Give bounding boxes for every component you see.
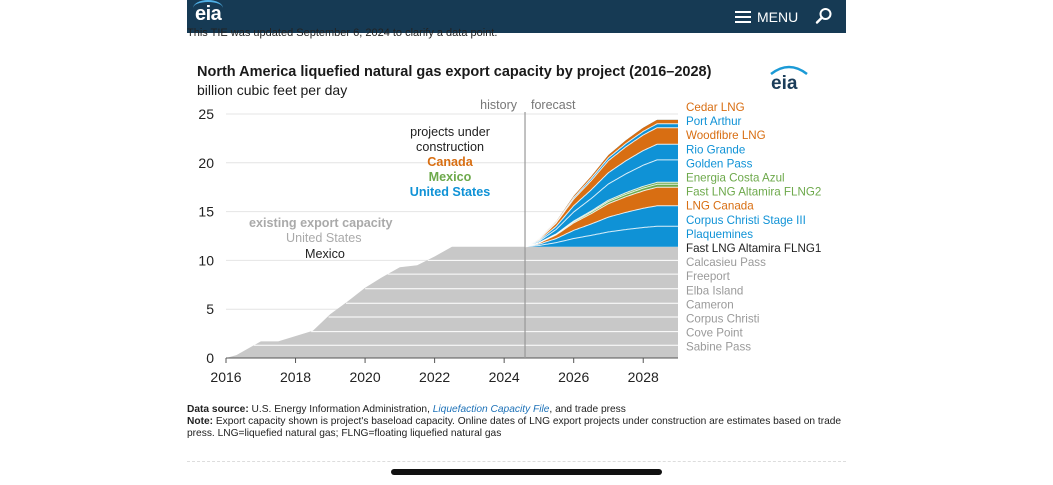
project-label-golden-pass: Golden Pass [686, 157, 753, 170]
project-label-rio-grande: Rio Grande [686, 143, 745, 156]
y-tick-label-20: 20 [198, 155, 214, 171]
project-label-sabine-pass: Sabine Pass [686, 341, 751, 354]
band-line-golden-pass [524, 159, 678, 248]
chart-units: billion cubic feet per day [197, 82, 348, 98]
band-woodfibre-lng [525, 127, 678, 247]
eia-logo-icon: eia [770, 65, 808, 94]
y-tick-label-10: 10 [198, 252, 214, 268]
band-line-corpus-christi-stage-iii [524, 205, 678, 248]
top-nav-bar: eia MENU [187, 0, 846, 33]
project-label-port-arthur: Port Arthur [686, 115, 742, 128]
eia-figure-logo: eia [768, 63, 810, 98]
project-label-fast-lng-altamira-flng2: Fast LNG Altamira FLNG2 [686, 186, 821, 199]
x-tick-label-2024: 2024 [489, 369, 520, 385]
forecast-label: forecast [531, 98, 576, 112]
construction-title-line2: construction [416, 140, 484, 154]
construction-canada-label: Canada [427, 155, 473, 169]
project-label-cameron: Cameron [686, 298, 734, 311]
existing-us-label: United States [286, 231, 362, 245]
x-tick-label-2022: 2022 [419, 369, 450, 385]
band-lng-canada [525, 187, 678, 247]
project-label-freeport: Freeport [686, 270, 731, 283]
existing-capacity-area [226, 246, 678, 358]
project-label-energia-costa-azul: Energia Costa Azul [686, 172, 785, 185]
chart-title: North America liquefied natural gas expo… [197, 64, 711, 80]
band-line-port-arthur [524, 123, 678, 248]
x-tick-label-2018: 2018 [280, 369, 311, 385]
axes: 0 5 10 15 20 25 2016 2018 2020 2022 2024 2026 2028 [198, 106, 678, 385]
update-note: This TIE was updated September 6, 2024 t… [187, 27, 498, 39]
project-label-elba-island: Elba Island [686, 284, 743, 297]
project-label-corpus-christi-stage-iii: Corpus Christi Stage III [686, 214, 806, 227]
search-icon[interactable] [815, 7, 833, 25]
data-source-line: Data source: U.S. Energy Information Adm… [187, 404, 626, 415]
band-line-plaquemines [524, 225, 678, 248]
menu-button[interactable]: MENU [735, 8, 798, 26]
liquefaction-capacity-link[interactable]: Liquefaction Capacity File [432, 404, 550, 415]
y-tick-label-0: 0 [206, 350, 214, 366]
project-label-cedar-lng: Cedar LNG [686, 101, 745, 114]
construction-mexico-label: Mexico [429, 170, 472, 184]
project-label-corpus-christi: Corpus Christi [686, 313, 759, 326]
project-label-cove-point: Cove Point [686, 327, 743, 340]
divider [187, 461, 846, 462]
existing-mexico-label: Mexico [305, 247, 345, 261]
existing-capacity-title: existing export capacity [249, 216, 392, 230]
menu-label: MENU [757, 9, 799, 25]
lng-capacity-chart: 0 5 10 15 20 25 2016 2018 2020 2022 2024 2026 2028 C… [198, 98, 821, 385]
project-label-calcasieu-pass: Calcasieu Pass [686, 256, 766, 269]
project-label-plaquemines: Plaquemines [686, 228, 753, 241]
project-label-woodfibre-lng: Woodfibre LNG [686, 129, 766, 142]
home-indicator[interactable] [391, 469, 662, 475]
y-tick-label-5: 5 [206, 301, 214, 317]
project-band-lines [253, 123, 678, 346]
construction-title-line1: projects under [410, 125, 490, 139]
x-tick-label-2028: 2028 [628, 369, 659, 385]
eia-logo[interactable]: eia [193, 0, 223, 26]
eia-figure-logo-text: eia [771, 73, 798, 93]
x-tick-label-2016: 2016 [210, 369, 241, 385]
chart-title-text: North America liquefied natural gas expo… [197, 64, 626, 80]
chart-title-years: (2016–2028) [629, 64, 712, 80]
band-line-energia-costa-azul [524, 181, 678, 248]
y-tick-label-25: 25 [198, 106, 214, 122]
band-line-rio-grande [524, 143, 678, 248]
hamburger-icon [735, 11, 751, 23]
project-label-fast-lng-altamira-flng1: Fast LNG Altamira FLNG1 [686, 242, 821, 255]
y-tick-label-15: 15 [198, 204, 214, 220]
x-tick-label-2026: 2026 [558, 369, 589, 385]
project-label-lng-canada: LNG Canada [686, 200, 754, 213]
construction-us-label: United States [410, 185, 490, 199]
x-tick-label-2020: 2020 [349, 369, 380, 385]
history-label: history [480, 98, 518, 112]
note-line: Note: Export capacity shown is project's… [187, 416, 842, 439]
footnotes: Data source: U.S. Energy Information Adm… [187, 404, 847, 440]
